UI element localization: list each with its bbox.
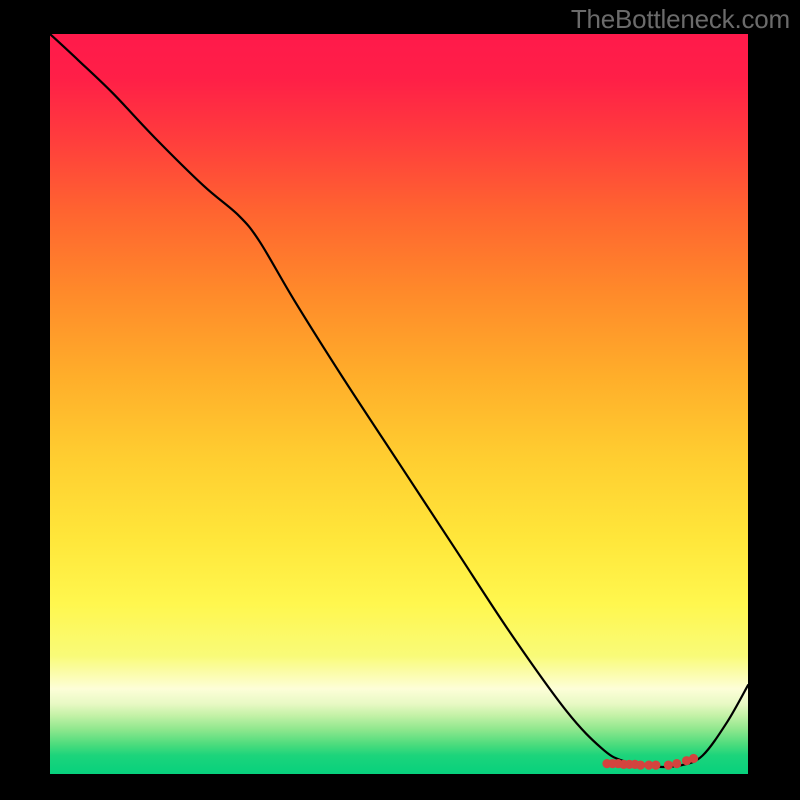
chart-frame: TheBottleneck.com [0, 0, 800, 800]
scatter-point [664, 761, 673, 770]
watermark-text: TheBottleneck.com [571, 4, 790, 35]
plot-area [50, 34, 748, 774]
scatter-point [651, 761, 660, 770]
scatter-point [672, 759, 681, 768]
chart-svg [50, 34, 748, 774]
scatter-point [689, 754, 698, 763]
gradient-background [50, 34, 748, 774]
scatter-point [636, 761, 645, 770]
